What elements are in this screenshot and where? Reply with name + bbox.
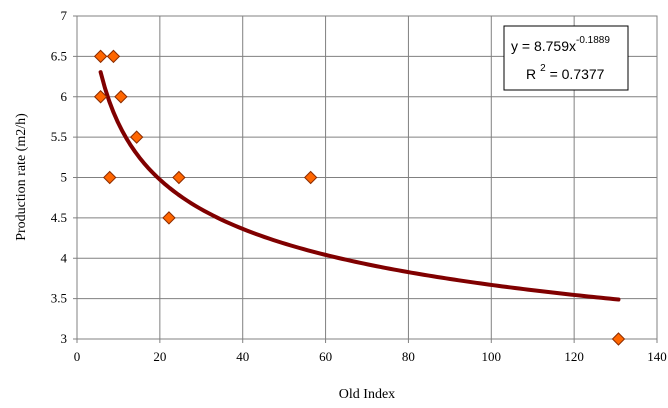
trendline bbox=[98, 70, 621, 302]
x-axis-title: Old Index bbox=[339, 387, 395, 402]
x-tick-label: 80 bbox=[402, 349, 415, 364]
r-squared-prefix: R bbox=[526, 66, 536, 82]
data-point-marker bbox=[93, 90, 108, 104]
plot-area bbox=[76, 15, 658, 340]
y-tick-label: 3.5 bbox=[51, 291, 67, 306]
equation-line: y = 8.759x-0.1889 bbox=[511, 35, 610, 54]
equation-box-frame bbox=[503, 25, 629, 91]
y-axis-title: Production rate (m2/h) bbox=[14, 113, 29, 241]
y-tick-labels: 3 3.5 4 4.5 5 5.5 6 6.5 7 bbox=[51, 8, 68, 346]
data-point-marker bbox=[106, 49, 121, 64]
x-tick-label: 20 bbox=[153, 349, 166, 364]
y-tick-label: 7 bbox=[61, 8, 68, 23]
data-point-marker bbox=[103, 170, 117, 185]
data-point-marker bbox=[162, 211, 176, 225]
equation-prefix: y = 8.759x bbox=[511, 38, 576, 54]
x-tick-label: 120 bbox=[564, 349, 584, 364]
y-tick-label: 5 bbox=[61, 170, 68, 185]
data-point-marker bbox=[114, 90, 128, 104]
y-tick-label: 6.5 bbox=[51, 48, 67, 63]
data-markers bbox=[93, 49, 626, 346]
y-tick-label: 6 bbox=[61, 89, 68, 104]
x-tick-label: 40 bbox=[236, 349, 249, 364]
data-point-marker bbox=[611, 332, 626, 346]
r-squared-exponent: 2 bbox=[540, 63, 546, 74]
data-point-marker bbox=[93, 49, 108, 64]
r-squared-value: = 0.7377 bbox=[546, 66, 605, 82]
x-tick-label: 60 bbox=[319, 349, 332, 364]
data-point-marker bbox=[129, 130, 144, 144]
equation-exponent: -0.1889 bbox=[576, 35, 610, 46]
x-tick-labels: 0 20 40 60 80 100 120 140 bbox=[74, 349, 667, 364]
y-tick-label: 5.5 bbox=[51, 129, 67, 144]
x-tick-label: 100 bbox=[482, 349, 502, 364]
x-tick-label: 140 bbox=[647, 349, 667, 364]
x-tick-label: 0 bbox=[74, 349, 81, 364]
data-point-marker bbox=[172, 170, 186, 185]
y-tick-label: 4 bbox=[61, 250, 68, 265]
y-tick-label: 4.5 bbox=[51, 210, 67, 225]
y-tick-label: 3 bbox=[61, 331, 68, 346]
data-point-marker bbox=[303, 170, 318, 185]
